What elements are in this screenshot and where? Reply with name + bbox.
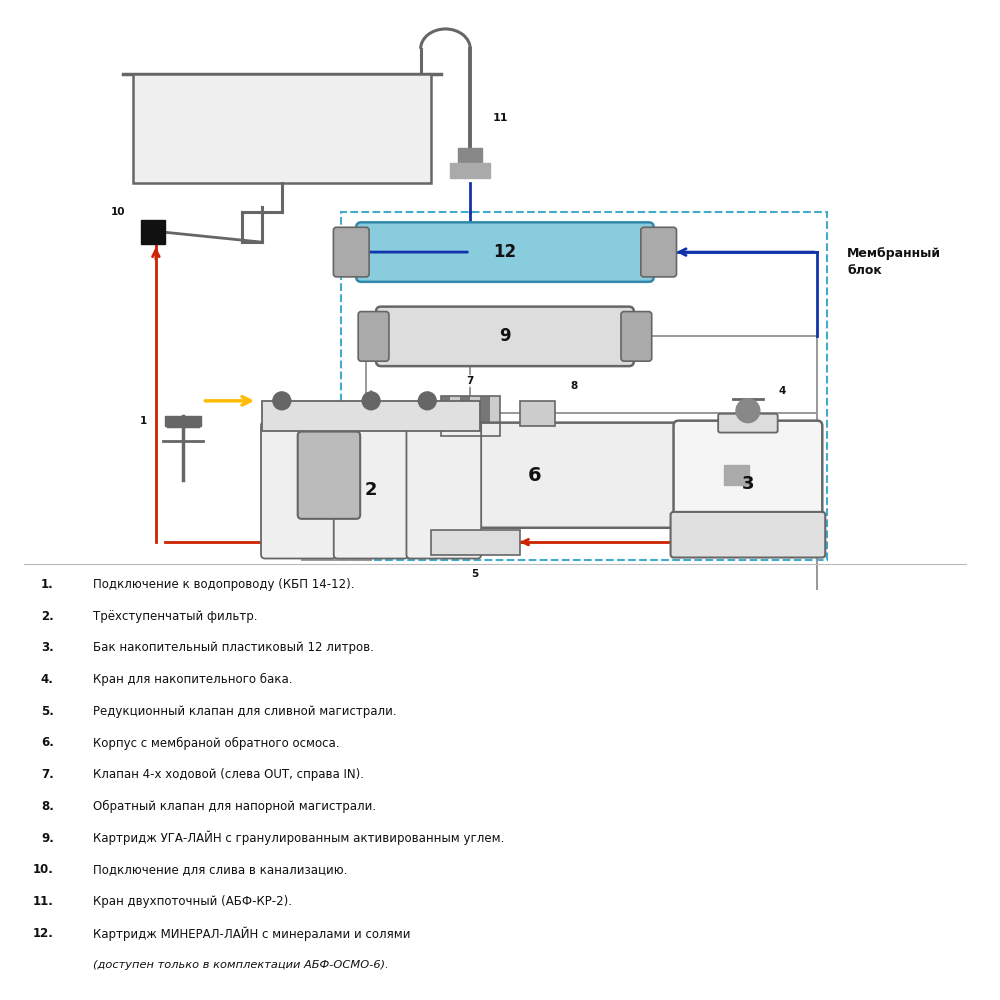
Text: 12.: 12.	[33, 927, 54, 940]
FancyBboxPatch shape	[343, 423, 726, 528]
Text: Обратный клапан для напорной магистрали.: Обратный клапан для напорной магистрали.	[93, 800, 377, 813]
FancyBboxPatch shape	[671, 512, 825, 558]
Circle shape	[736, 399, 760, 423]
FancyBboxPatch shape	[376, 307, 634, 366]
Circle shape	[273, 392, 291, 410]
Text: 5: 5	[472, 569, 479, 579]
Text: 9: 9	[499, 327, 511, 345]
FancyBboxPatch shape	[333, 227, 369, 277]
Text: 12: 12	[493, 243, 517, 261]
Text: 1.: 1.	[41, 578, 54, 591]
Text: Кран двухпоточный (АБФ-КР-2).: Кран двухпоточный (АБФ-КР-2).	[93, 895, 292, 908]
Text: 10: 10	[111, 207, 125, 217]
Bar	[165, 416, 201, 426]
Text: 3.: 3.	[41, 641, 54, 654]
Bar	[480, 396, 490, 436]
Bar	[441, 396, 500, 436]
FancyBboxPatch shape	[358, 312, 389, 361]
Text: 4: 4	[779, 386, 786, 396]
FancyBboxPatch shape	[641, 227, 677, 277]
Circle shape	[362, 392, 380, 410]
Text: Корпус с мембраной обратного осмоса.: Корпус с мембраной обратного осмоса.	[93, 736, 340, 750]
Text: (доступен только в комплектации АБФ-ОСМО-6).: (доступен только в комплектации АБФ-ОСМО…	[93, 960, 389, 970]
Text: 8: 8	[571, 381, 578, 391]
Text: Картридж МИНЕРАЛ-ЛАЙН с минералами и солями: Картридж МИНЕРАЛ-ЛАЙН с минералами и сол…	[93, 926, 411, 941]
FancyBboxPatch shape	[298, 432, 360, 519]
Text: 8.: 8.	[41, 800, 54, 813]
Text: 7: 7	[467, 376, 474, 386]
FancyBboxPatch shape	[406, 422, 481, 559]
FancyBboxPatch shape	[621, 312, 652, 361]
Bar	[724, 465, 749, 485]
Text: 9.: 9.	[41, 832, 54, 845]
FancyBboxPatch shape	[674, 421, 822, 530]
Text: 2.: 2.	[41, 610, 54, 623]
Bar	[458, 148, 482, 163]
Text: Подключение к водопроводу (КБП 14-12).: Подключение к водопроводу (КБП 14-12).	[93, 578, 355, 591]
Bar	[431, 530, 520, 555]
Text: 6.: 6.	[41, 736, 54, 749]
Bar	[133, 74, 431, 183]
Bar	[450, 396, 460, 436]
Bar	[441, 396, 450, 436]
FancyBboxPatch shape	[718, 414, 778, 433]
Bar	[450, 163, 490, 178]
Text: Мембранный
блок: Мембранный блок	[847, 247, 941, 277]
Text: Кран для накопительного бака.: Кран для накопительного бака.	[93, 673, 293, 686]
Text: 11: 11	[492, 113, 508, 123]
FancyBboxPatch shape	[356, 222, 654, 282]
Bar	[262, 401, 480, 431]
Text: 10.: 10.	[33, 863, 54, 876]
Text: 4.: 4.	[41, 673, 54, 686]
Text: Клапан 4-х ходовой (слева OUT, справа IN).: Клапан 4-х ходовой (слева OUT, справа IN…	[93, 768, 364, 781]
Text: 2: 2	[365, 481, 377, 499]
Bar	[460, 396, 470, 436]
Bar	[490, 396, 500, 436]
Bar	[470, 396, 480, 436]
Text: 6: 6	[528, 466, 542, 485]
Circle shape	[418, 392, 436, 410]
Text: 1: 1	[139, 416, 147, 426]
Text: 11.: 11.	[33, 895, 54, 908]
FancyBboxPatch shape	[261, 422, 336, 559]
Text: Бак накопительный пластиковый 12 литров.: Бак накопительный пластиковый 12 литров.	[93, 641, 374, 654]
Text: 5.: 5.	[41, 705, 54, 718]
Bar	[520, 401, 555, 426]
Bar	[341, 212, 827, 560]
Text: Редукционный клапан для сливной магистрали.: Редукционный клапан для сливной магистра…	[93, 705, 397, 718]
Text: 3: 3	[742, 475, 754, 493]
Text: Картридж УГА-ЛАЙН с гранулированным активированным углем.: Картридж УГА-ЛАЙН с гранулированным акти…	[93, 831, 505, 845]
Text: Подключение для слива в канализацию.: Подключение для слива в канализацию.	[93, 863, 348, 876]
Text: Трёхступенчатый фильтр.: Трёхступенчатый фильтр.	[93, 610, 258, 623]
FancyBboxPatch shape	[334, 422, 408, 559]
Text: 7.: 7.	[41, 768, 54, 781]
Bar	[141, 220, 165, 244]
